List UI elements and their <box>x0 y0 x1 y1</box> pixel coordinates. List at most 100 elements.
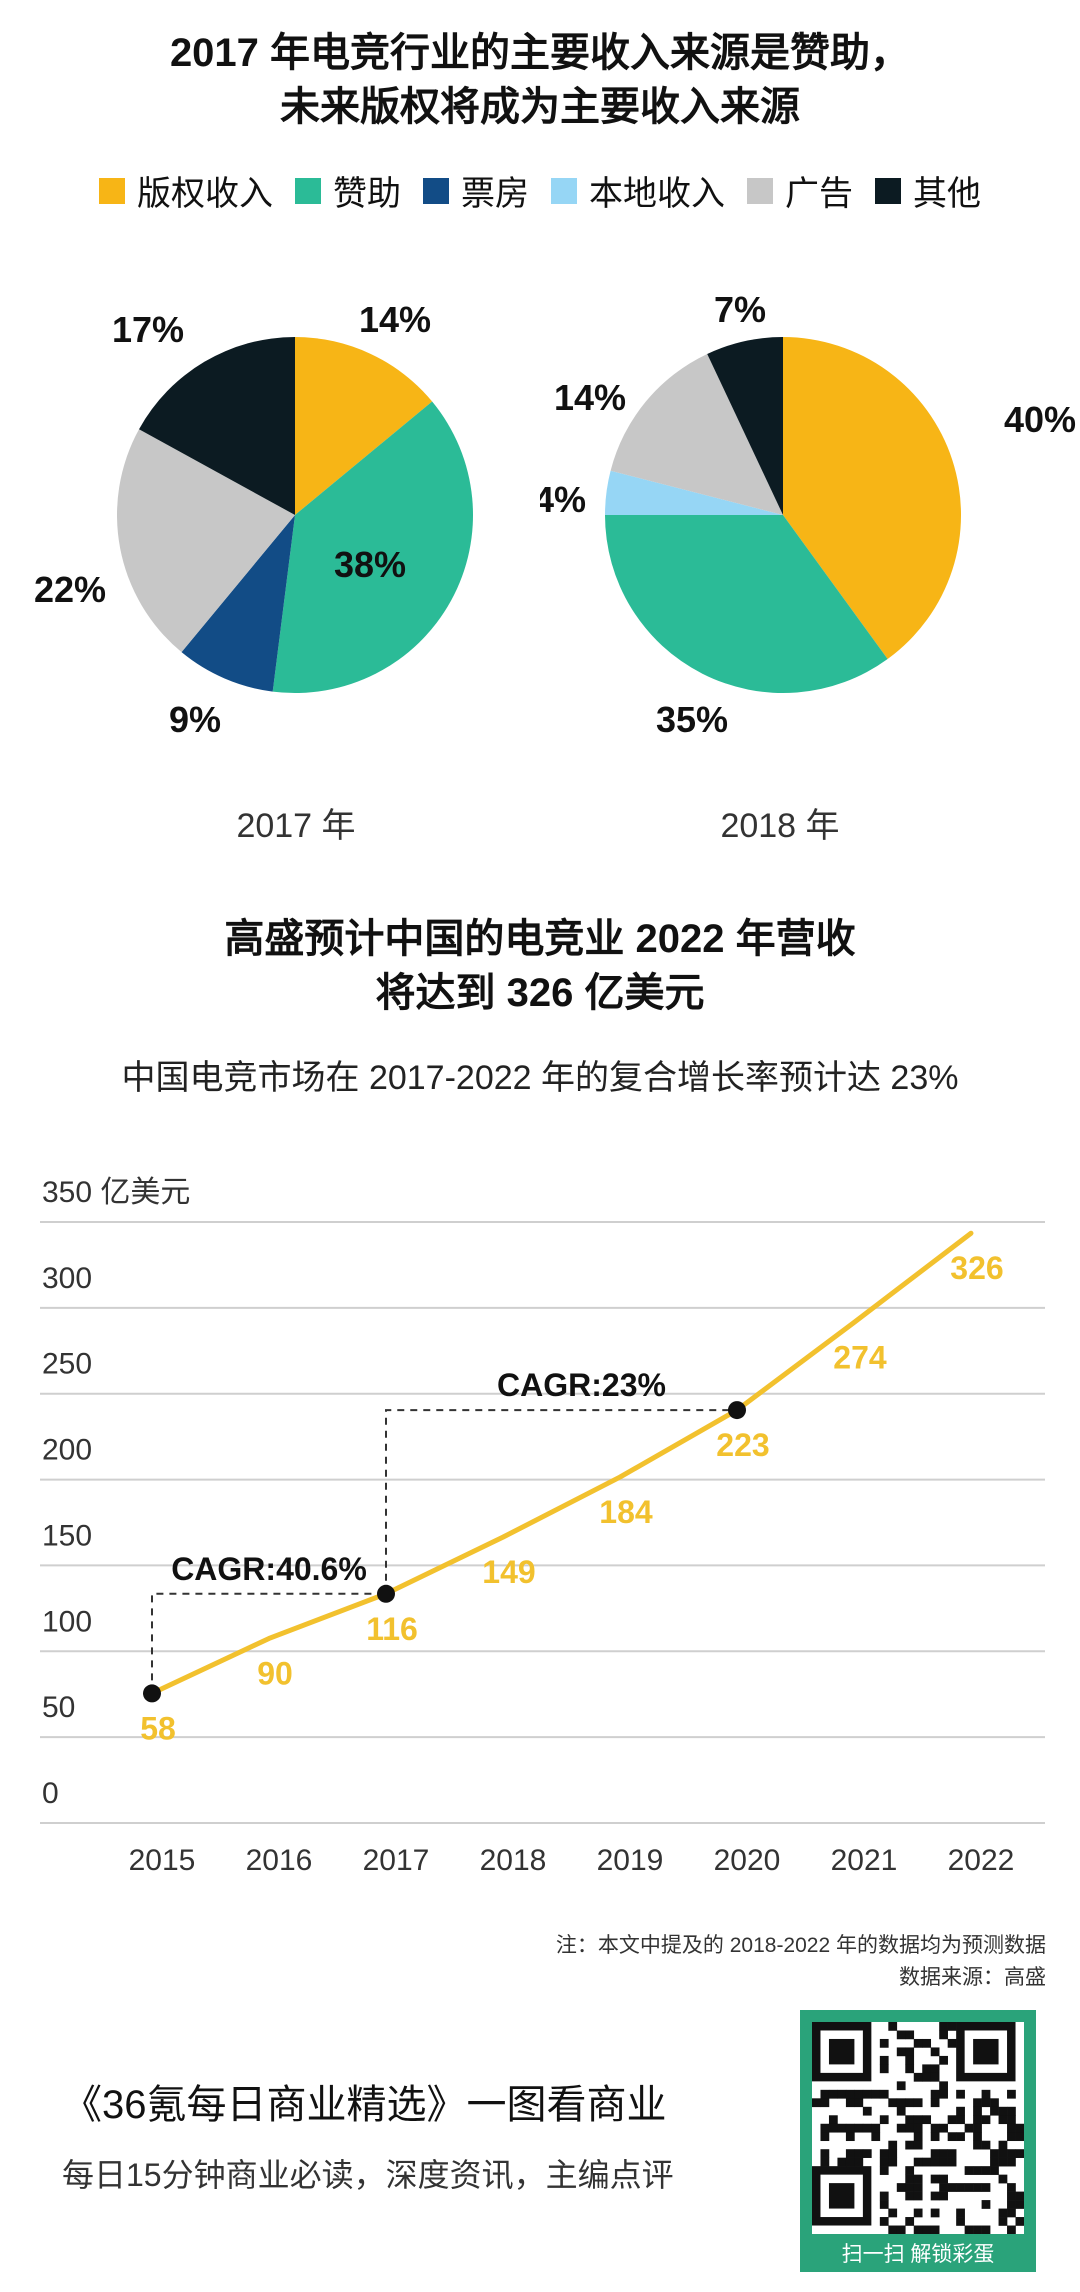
qr-module <box>812 2098 821 2108</box>
x-tick-label: 2018 <box>480 1844 547 1877</box>
qr-module <box>913 2191 923 2201</box>
legend-label: 赞助 <box>333 175 401 213</box>
legend-label: 票房 <box>461 175 529 213</box>
legend-item: 其他 <box>875 166 981 215</box>
pie-chart-2017: 14% 38% 9% 22% 17% <box>34 299 474 740</box>
qr-module <box>854 2149 864 2158</box>
legend-item: 票房 <box>423 166 529 215</box>
qr-module <box>956 2183 965 2192</box>
qr-module <box>1007 2132 1016 2142</box>
qr-module <box>913 2208 923 2218</box>
pie-chart-2018: 40% 35% 4% 14% 7% <box>540 289 1076 740</box>
pie-slice-label: 7% <box>714 289 766 330</box>
qr-module <box>862 2089 872 2099</box>
qr-module <box>939 2191 948 2201</box>
qr-module <box>896 2030 906 2040</box>
legend-swatch <box>423 177 449 204</box>
qr-module <box>913 2115 923 2125</box>
qr-caption: 扫一扫 解锁彩蛋 <box>841 2243 995 2266</box>
legend-swatch <box>295 177 321 204</box>
qr-module <box>981 2089 991 2099</box>
qr-module <box>854 2098 864 2108</box>
qr-module <box>913 2038 923 2048</box>
title-line-2: 未来版权将成为主要收入来源 <box>280 85 800 129</box>
title-line-1: 2017 年电竞行业的主要收入来源是赞助， <box>169 31 911 75</box>
qr-module <box>913 2140 923 2150</box>
qr-module <box>862 2106 872 2116</box>
qr-module <box>939 2174 948 2184</box>
legend: 版权收入 赞助 票房 本地收入 广告 其他 <box>0 166 1080 215</box>
qr-module <box>1015 2123 1025 2133</box>
qr-module <box>888 2157 898 2167</box>
qr-module <box>939 2089 948 2099</box>
footer-subtitle: 每日15分钟商业必读，深度资讯，主编点评 <box>62 2157 674 2193</box>
qr-module <box>820 2098 830 2108</box>
pie-slice <box>117 429 295 653</box>
qr-module <box>956 2132 965 2142</box>
qr-module <box>905 2174 915 2184</box>
qr-module <box>1007 2200 1016 2209</box>
pie-slice-label: 17% <box>112 309 184 350</box>
qr-module <box>998 2217 1008 2226</box>
x-tick-label: 2021 <box>831 1844 898 1877</box>
qr-module <box>930 2098 940 2108</box>
qr-module <box>820 2157 830 2167</box>
qr-module <box>913 2072 923 2082</box>
qr-module <box>922 2157 932 2167</box>
qr-module <box>922 2225 932 2235</box>
qr-module <box>862 2149 872 2158</box>
source-text: 数据来源：高盛 <box>899 1966 1046 1989</box>
legend-label: 版权收入 <box>137 175 273 213</box>
qr-finder <box>973 2038 999 2065</box>
qr-module <box>913 2123 923 2133</box>
qr-module <box>905 2191 915 2201</box>
qr-module <box>990 2098 999 2108</box>
legend-item: 赞助 <box>295 166 401 215</box>
qr-module <box>922 2064 932 2074</box>
qr-module <box>922 2115 932 2125</box>
qr-module <box>888 2208 898 2218</box>
qr-module <box>913 2132 923 2142</box>
qr-module <box>1015 2132 1025 2142</box>
y-tick-label: 0 <box>42 1777 59 1810</box>
qr-module <box>998 2115 1008 2125</box>
qr-module <box>930 2191 940 2201</box>
qr-module <box>820 2123 830 2133</box>
qr-module <box>1007 2106 1016 2116</box>
qr-module <box>964 2225 974 2235</box>
qr-module <box>905 2166 915 2175</box>
qr-module <box>930 2149 940 2158</box>
qr-module <box>973 2132 982 2142</box>
qr-module <box>905 2055 915 2065</box>
value-label: 90 <box>257 1655 293 1691</box>
qr-module <box>905 2030 915 2040</box>
qr-module <box>888 2098 898 2108</box>
pie-slice-label: 14% <box>359 299 431 340</box>
qr-module <box>981 2115 991 2125</box>
legend-label: 广告 <box>785 175 853 213</box>
qr-module <box>939 2149 948 2158</box>
qr-module <box>896 2098 906 2108</box>
pie-slice-label: 9% <box>169 699 221 740</box>
qr-module <box>973 2140 982 2150</box>
qr-module <box>905 2047 915 2057</box>
qr-module <box>879 2055 889 2065</box>
x-tick-label: 2019 <box>597 1844 664 1877</box>
qr-module <box>845 2157 855 2167</box>
qr-module <box>1007 2115 1016 2125</box>
x-tick-label: 2017 <box>363 1844 430 1877</box>
qr-module <box>922 2072 932 2082</box>
qr-module <box>862 2123 872 2133</box>
qr-module <box>964 2166 974 2175</box>
line-series <box>149 1230 974 1696</box>
qr-code-panel[interactable]: 扫一扫 解锁彩蛋 <box>800 2010 1036 2272</box>
y-tick-label: 50 <box>42 1691 75 1724</box>
pie-slice <box>272 401 474 694</box>
qr-module <box>956 2115 965 2125</box>
cagr-label: CAGR:40.6% <box>171 1551 367 1587</box>
value-label: 223 <box>716 1427 769 1463</box>
qr-module <box>956 2089 965 2099</box>
qr-module <box>939 2030 948 2040</box>
qr-module <box>905 2140 915 2150</box>
y-tick-label: 200 <box>42 1434 92 1467</box>
